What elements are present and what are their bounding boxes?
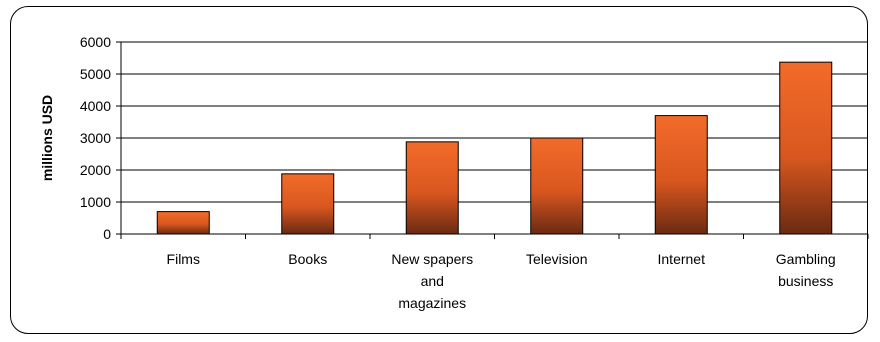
y-tick-label: 0 <box>103 226 111 242</box>
x-tick-label: Television <box>526 251 587 267</box>
y-axis-label: millions USD <box>39 95 55 181</box>
bar-gambling-business <box>779 61 833 235</box>
x-tick-label: Internet <box>658 251 706 267</box>
axes <box>116 41 869 239</box>
bar-new-spapers-and-magazines <box>405 141 459 235</box>
x-tick-label: and <box>421 273 444 289</box>
y-tick-label: 1000 <box>80 194 111 210</box>
x-tick-label: magazines <box>398 295 466 311</box>
y-tick-label: 5000 <box>80 66 111 82</box>
bars <box>156 61 833 235</box>
x-tick-labels: Films Books New spapers and magazines Televis… <box>167 251 836 311</box>
x-tick-label: Gambling <box>776 251 836 267</box>
bar-films <box>156 211 210 235</box>
y-tick-label: 2000 <box>80 162 111 178</box>
y-tick-labels: 0 1000 2000 3000 4000 5000 6000 <box>80 34 111 242</box>
y-tick-label: 6000 <box>80 34 111 50</box>
gridlines <box>121 41 868 203</box>
x-tick-label: New spapers <box>391 251 473 267</box>
x-tick-label: Films <box>167 251 200 267</box>
bar-books <box>281 173 335 235</box>
x-tick-label: Books <box>288 251 327 267</box>
bar-television <box>530 137 584 235</box>
bar-internet <box>654 115 708 235</box>
y-tick-label: 4000 <box>80 98 111 114</box>
x-tick-label: business <box>778 273 833 289</box>
y-tick-label: 3000 <box>80 130 111 146</box>
